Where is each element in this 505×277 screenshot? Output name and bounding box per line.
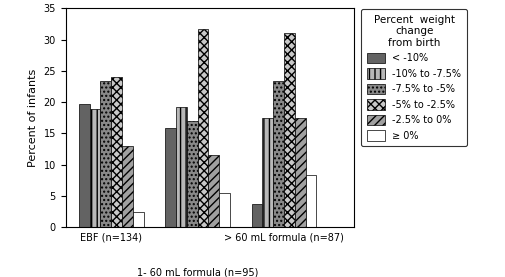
Bar xyxy=(111,77,122,227)
Legend: < -10%, -10% to -7.5%, -7.5% to -5%, -5% to -2.5%, -2.5% to 0%, ≥ 0%: < -10%, -10% to -7.5%, -7.5% to -5%, -5%… xyxy=(361,9,467,147)
Bar xyxy=(273,81,284,227)
Bar xyxy=(263,118,273,227)
Bar xyxy=(295,118,306,227)
Bar xyxy=(122,146,133,227)
Bar xyxy=(187,121,197,227)
Text: 1- 60 mL formula (n=95): 1- 60 mL formula (n=95) xyxy=(137,268,258,277)
Bar xyxy=(219,193,230,227)
Bar xyxy=(209,155,219,227)
Bar xyxy=(176,107,187,227)
Bar xyxy=(100,81,111,227)
Bar xyxy=(79,104,90,227)
Bar xyxy=(251,204,263,227)
Bar xyxy=(306,175,316,227)
Bar xyxy=(197,29,209,227)
Bar xyxy=(90,109,100,227)
Y-axis label: Percent of infants: Percent of infants xyxy=(28,69,38,167)
Bar xyxy=(284,33,295,227)
Bar xyxy=(165,128,176,227)
Bar xyxy=(133,212,143,227)
